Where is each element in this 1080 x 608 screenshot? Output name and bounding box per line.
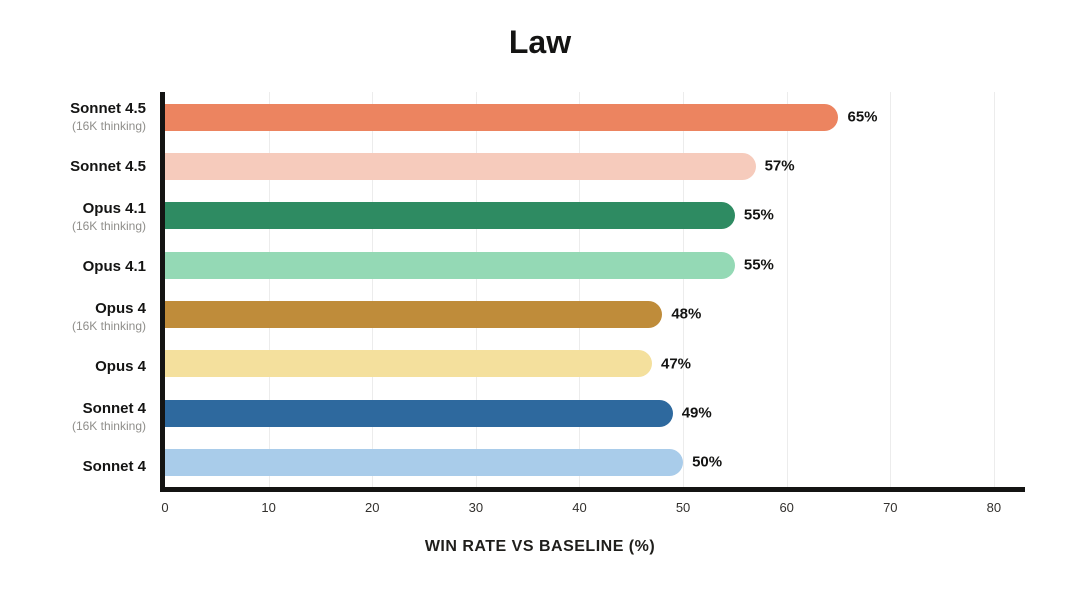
bar-row: 55% xyxy=(165,191,1025,240)
x-tick-label: 0 xyxy=(161,500,169,515)
x-tick-label: 40 xyxy=(572,500,587,515)
bar-value-label: 47% xyxy=(660,355,692,373)
x-tick-label: 80 xyxy=(986,500,1002,515)
gridline xyxy=(268,92,270,487)
x-tick-label: 60 xyxy=(779,500,794,515)
model-sublabel: (16K thinking) xyxy=(71,119,146,134)
y-axis-label: Sonnet 4.5 xyxy=(0,142,146,192)
bar-opus-4.1-16k-thinking xyxy=(165,202,735,230)
model-label: Opus 4.1 xyxy=(82,200,146,218)
model-label: Sonnet 4 xyxy=(82,457,146,475)
x-tick-label: 30 xyxy=(468,500,484,515)
bar-sonnet-4.5-16k-thinking xyxy=(165,103,839,131)
bar-value-label: 50% xyxy=(692,453,723,471)
x-tick-label: 50 xyxy=(675,500,691,515)
gridline xyxy=(890,92,892,487)
bar-opus-4-16k-thinking xyxy=(165,301,663,328)
bar-value-label: 48% xyxy=(671,305,702,323)
model-label: Sonnet 4 xyxy=(82,400,146,418)
x-axis-ticks: 0 10 20 30 40 50 60 70 80 xyxy=(161,500,1025,518)
gridline xyxy=(372,92,374,487)
bar-rows: 65% 57% 55% 55% 48% 47% 49% 50% xyxy=(165,92,1025,487)
bar-value-label: 65% xyxy=(847,108,878,126)
model-sublabel: (16K thinking) xyxy=(71,419,146,434)
y-axis-label: Sonnet 4 xyxy=(0,442,146,492)
plot-inner: 65% 57% 55% 55% 48% 47% 49% 50% xyxy=(165,92,1025,487)
y-axis-label: Opus 4.1 (16K thinking) xyxy=(0,192,146,242)
y-axis-label: Sonnet 4.5 (16K thinking) xyxy=(0,92,146,142)
model-sublabel: (16K thinking) xyxy=(71,219,146,234)
model-label: Opus 4 xyxy=(95,357,146,375)
bar-sonnet-4-16k-thinking xyxy=(165,399,673,427)
x-tick-label: 20 xyxy=(364,500,380,515)
plot-wrap: 65% 57% 55% 55% 48% 47% 49% 50% xyxy=(160,92,1025,492)
bar-sonnet-4 xyxy=(165,449,684,477)
x-tick-label: 70 xyxy=(883,500,898,515)
model-sublabel: (16K thinking) xyxy=(71,319,146,334)
bar-sonnet-4.5 xyxy=(165,152,756,180)
model-label: Sonnet 4.5 xyxy=(70,100,146,118)
bar-row: 47% xyxy=(165,339,1025,388)
gridline xyxy=(579,92,581,487)
x-tick-label: 10 xyxy=(261,500,276,515)
y-axis-labels: Sonnet 4.5 (16K thinking) Sonnet 4.5 Opus 4… xyxy=(0,92,146,492)
bar-row: 55% xyxy=(165,240,1025,289)
y-axis-label: Sonnet 4 (16K thinking) xyxy=(0,392,146,442)
model-label: Sonnet 4.5 xyxy=(70,157,146,175)
model-label: Opus 4.1 xyxy=(82,257,146,275)
bar-row: 57% xyxy=(165,141,1025,190)
bar-row: 48% xyxy=(165,290,1025,339)
y-axis-label: Opus 4 (16K thinking) xyxy=(0,292,146,342)
bar-value-label: 57% xyxy=(764,157,795,175)
gridline xyxy=(786,92,788,487)
bar-value-label: 55% xyxy=(743,256,774,274)
bar-value-label: 55% xyxy=(743,206,774,224)
plot-area: 65% 57% 55% 55% 48% 47% 49% 50% xyxy=(160,92,1025,492)
gridline xyxy=(683,92,685,487)
bar-opus-4 xyxy=(165,350,652,378)
gridline xyxy=(475,92,477,487)
model-label: Opus 4 xyxy=(95,300,146,318)
chart-title: Law xyxy=(508,24,572,60)
y-axis-label: Opus 4.1 xyxy=(0,242,146,292)
x-axis-title: WIN RATE VS BASELINE (%) xyxy=(424,538,656,555)
bar-row: 50% xyxy=(165,438,1025,487)
gridline xyxy=(993,92,995,487)
y-axis-label: Opus 4 xyxy=(0,342,146,392)
bar-value-label: 49% xyxy=(681,404,712,422)
bar-opus-4.1 xyxy=(165,251,735,279)
bar-row: 49% xyxy=(165,388,1025,437)
bar-row: 65% xyxy=(165,92,1025,141)
